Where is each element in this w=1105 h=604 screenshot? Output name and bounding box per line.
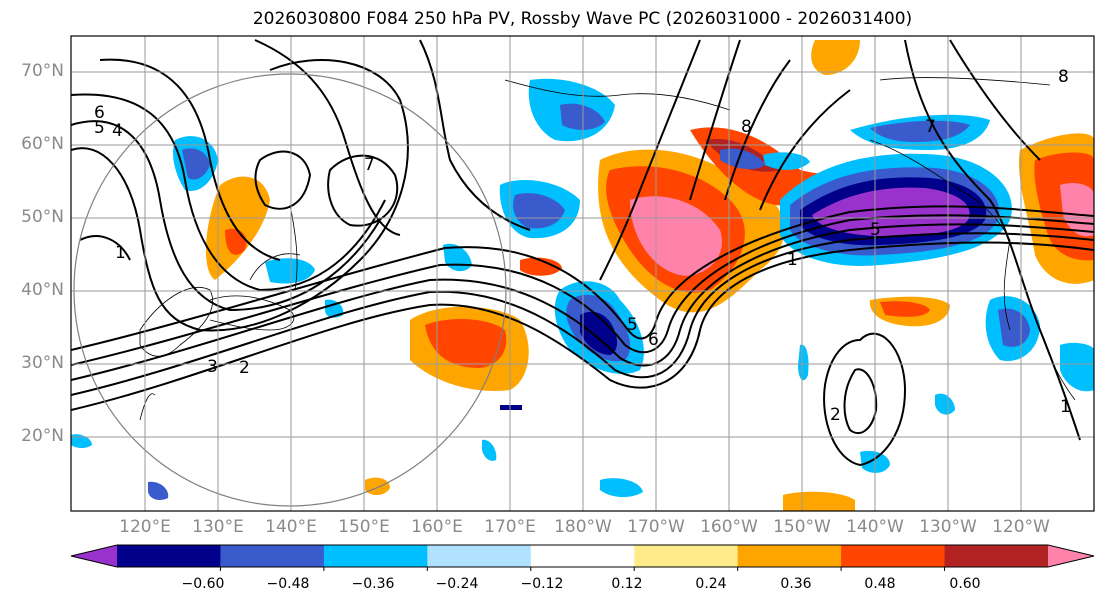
contour-label: 1: [787, 250, 798, 270]
colorbar-tick-label: −0.24: [435, 576, 479, 592]
reference-circle: [73, 73, 507, 507]
colorbar-tick-label: −0.60: [181, 576, 225, 592]
contour-label: 6: [648, 330, 659, 350]
lon-label: 160°W: [700, 517, 758, 537]
contour-label: 6: [94, 103, 105, 123]
lat-label-30n: 30°N: [21, 353, 64, 373]
lat-label-20n: 20°N: [21, 426, 64, 446]
colorbar-segments: [117, 545, 1049, 567]
colorbar-tick-label: 0.24: [695, 576, 727, 592]
colorbar-segment: [117, 545, 221, 567]
contour-label: 1: [1060, 397, 1071, 417]
colorbar-tick-label: 0.60: [949, 576, 981, 592]
contour-label: 7: [925, 117, 936, 137]
lon-label: 150°E: [338, 517, 390, 537]
contour-label: 5: [870, 220, 881, 240]
lon-label: 160°E: [411, 517, 463, 537]
contour-label: 5: [94, 118, 105, 138]
gridlines: [71, 36, 1094, 511]
map-title: 2026030800 F084 250 hPa PV, Rossby Wave …: [252, 9, 913, 29]
contour-label: 7: [364, 155, 375, 175]
colorbar-segment: [841, 545, 946, 567]
colorbar-segment: [220, 545, 325, 567]
colorbar-segment: [323, 545, 428, 567]
colorbar-segment: [737, 545, 842, 567]
colorbar-tick-label: −0.48: [266, 576, 310, 592]
lon-label: 150°W: [773, 517, 831, 537]
contour-label: 5: [627, 315, 638, 335]
lon-label: 170°W: [627, 517, 685, 537]
colorbar-extend-high: [1048, 545, 1094, 567]
colorbar-tick-label: 0.48: [864, 576, 896, 592]
pv-contours: [71, 39, 1094, 467]
lat-label-70n: 70°N: [21, 61, 64, 81]
lon-label: 130°W: [919, 517, 977, 537]
colorbar-segment: [427, 545, 532, 567]
contour-label: 8: [1058, 67, 1069, 87]
contour-label: 1: [115, 243, 126, 263]
lon-label: 140°W: [846, 517, 904, 537]
lat-label-60n: 60°N: [21, 134, 64, 154]
map-frame: [70, 35, 1095, 512]
colorbar-segment: [634, 545, 739, 567]
lat-label-50n: 50°N: [21, 207, 64, 227]
colorbar-tick-label: 0.36: [780, 576, 812, 592]
lon-label: 120°E: [119, 517, 171, 537]
lon-label: 130°E: [192, 517, 244, 537]
colorbar-extend-low: [71, 545, 117, 567]
lon-label: 170°E: [484, 517, 536, 537]
pv-anomaly-fill: [71, 40, 1094, 511]
lon-label: 120°W: [992, 517, 1050, 537]
contour-labels: 6 5 4 3 2 1 7 7 5 6 8 5 1 2 1 8: [94, 67, 1071, 425]
colorbar-segment: [530, 545, 635, 567]
colorbar-tick-label: 0.12: [611, 576, 643, 592]
contour-label: 3: [207, 357, 218, 377]
colorbar-segment: [944, 545, 1049, 567]
lon-label: 140°E: [265, 517, 317, 537]
contour-label: 8: [741, 117, 752, 137]
colorbar-tick-label: −0.36: [351, 576, 395, 592]
contour-label: 4: [112, 121, 123, 141]
contour-label: 2: [239, 358, 250, 378]
lon-label: 180°W: [554, 517, 612, 537]
colorbar-tick-label: −0.12: [520, 576, 564, 592]
colorbar: [70, 544, 1095, 571]
contour-label: 2: [830, 405, 841, 425]
lat-label-40n: 40°N: [21, 280, 64, 300]
